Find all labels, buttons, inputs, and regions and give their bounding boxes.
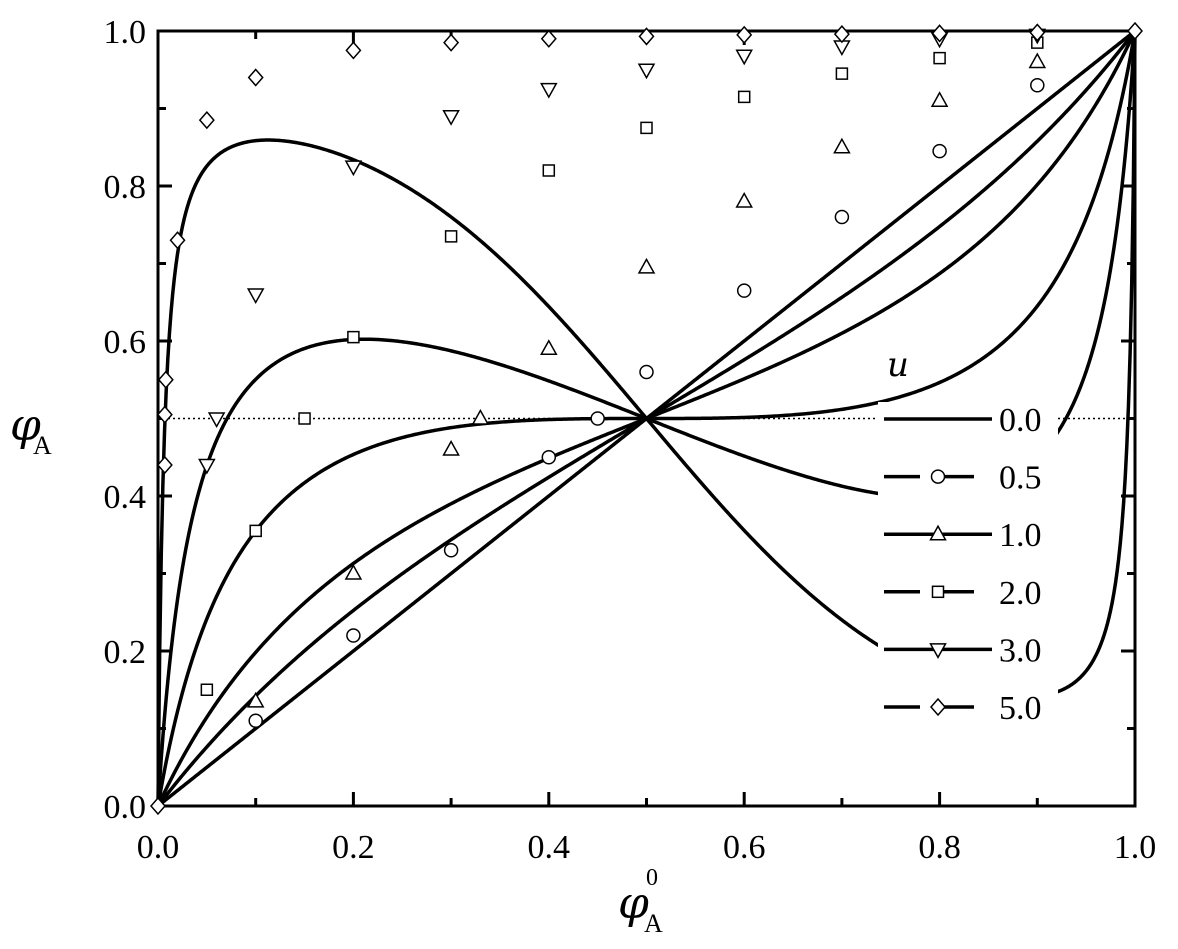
data-point-1.0 [246, 691, 265, 708]
data-point-2.0 [200, 683, 214, 696]
data-point-0.5 [639, 364, 654, 380]
data-point-5.0 [443, 33, 460, 52]
legend-title: u [887, 345, 909, 385]
x-tick-label: 0.2 [332, 829, 375, 866]
data-point-2.0 [640, 121, 653, 135]
y-tick-label: 0.0 [104, 789, 147, 826]
data-point-0.5 [590, 411, 605, 426]
x-tick-label: 0.4 [528, 829, 571, 866]
data-point-5.0 [169, 231, 186, 250]
data-point-2.0 [933, 51, 946, 65]
x-tick-label: 1.0 [1114, 829, 1157, 866]
data-point-0.5 [346, 628, 361, 643]
data-point-2.0 [737, 90, 751, 104]
data-point-1.0 [540, 339, 558, 355]
legend-background [878, 402, 1058, 720]
x-axis-superscript: 0 [646, 865, 658, 891]
data-point-0.5 [834, 209, 850, 225]
data-point-3.0 [207, 412, 226, 429]
y-tick-label: 0.4 [104, 479, 147, 516]
data-point-5.0 [157, 370, 174, 389]
y-tick-label: 0.8 [104, 169, 147, 206]
data-point-3.0 [344, 160, 363, 177]
data-point-3.0 [442, 110, 460, 126]
x-axis-symbol: φ [618, 878, 649, 929]
data-point-5.0 [638, 27, 655, 46]
data-point-3.0 [540, 82, 558, 99]
data-point-3.0 [735, 49, 753, 66]
legend-label-2.0: 2.0 [999, 575, 1042, 612]
legend: u 0.0 0.5 1.0 2.0 3.0 5.0 [878, 345, 1058, 727]
y-tick-label: 0.2 [104, 634, 147, 671]
data-point-end [1127, 21, 1143, 41]
legend-marker-3.0 [929, 643, 947, 659]
data-point-5.0 [247, 68, 264, 87]
y-tick-label: 0.6 [104, 324, 147, 361]
data-point-0.5 [541, 450, 557, 465]
data-point-3.0 [198, 458, 216, 475]
legend-label-5.0: 5.0 [999, 690, 1042, 727]
data-point-3.0 [246, 288, 265, 305]
legend-label-1.0: 1.0 [999, 517, 1042, 554]
data-point-2.0 [444, 230, 458, 243]
legend-marker-2.0 [931, 585, 945, 599]
data-point-0.5 [443, 543, 459, 558]
data-point-1.0 [471, 408, 490, 425]
y-axis-subscript: A [33, 431, 52, 460]
data-point-0.5 [736, 283, 752, 298]
data-point-0.5 [932, 143, 947, 159]
legend-marker-5.0 [930, 697, 946, 717]
x-tick-label: 0.6 [723, 829, 766, 866]
data-point-2.0 [835, 67, 849, 80]
data-point-1.0 [930, 91, 949, 107]
y-tick-label: 1.0 [104, 14, 147, 51]
data-point-5.0 [156, 405, 173, 424]
legend-label-0.0: 0.0 [999, 402, 1042, 439]
data-point-5.0 [198, 110, 215, 130]
y-axis-symbol: φ [10, 400, 41, 451]
series-curves [156, 29, 1137, 808]
series-markers [150, 21, 1143, 816]
legend-marker-0.5 [930, 469, 946, 484]
data-point-2.0 [347, 330, 360, 344]
data-point-5.0 [833, 24, 850, 44]
data-point-1.0 [1028, 52, 1047, 69]
data-point-2.0 [542, 164, 556, 177]
data-point-3.0 [637, 63, 656, 80]
data-point-0.5 [248, 713, 263, 728]
data-point-1.0 [637, 257, 656, 274]
data-point-5.0 [540, 29, 557, 48]
data-point-5.0 [931, 24, 948, 43]
x-tick-label: 0.0 [137, 829, 180, 866]
data-point-5.0 [1029, 23, 1046, 42]
data-point-5.0 [156, 455, 173, 475]
data-point-2.0 [249, 524, 262, 538]
data-point-origin [150, 796, 166, 816]
legend-marker-1.0 [929, 524, 947, 541]
data-point-5.0 [736, 25, 753, 45]
data-point-1.0 [344, 563, 363, 580]
legend-label-3.0: 3.0 [999, 632, 1042, 669]
data-point-2.0 [298, 412, 311, 425]
data-point-5.0 [345, 41, 362, 60]
data-point-0.5 [1030, 78, 1045, 93]
data-point-1.0 [833, 137, 851, 154]
legend-label-0.5: 0.5 [999, 460, 1042, 497]
data-point-1.0 [442, 439, 460, 456]
x-tick-label: 0.8 [918, 829, 961, 866]
x-axis-subscript: A [644, 909, 663, 938]
data-point-1.0 [735, 191, 753, 208]
